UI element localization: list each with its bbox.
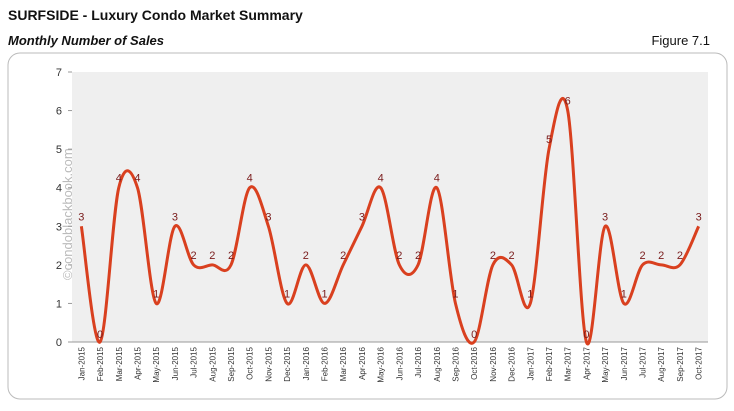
data-label: 4 <box>116 173 122 185</box>
x-tick-label: Jul-2017 <box>639 346 648 377</box>
x-tick-label: May-2015 <box>152 346 161 382</box>
data-label: 0 <box>471 329 477 341</box>
data-label: 2 <box>415 250 421 262</box>
x-tick-label: Mar-2016 <box>339 346 348 381</box>
plot-area <box>72 72 708 342</box>
x-tick-label: Oct-2016 <box>470 346 479 379</box>
data-label: 3 <box>602 211 608 223</box>
x-tick-label: Aug-2015 <box>208 346 217 381</box>
x-tick-label: May-2017 <box>601 346 610 382</box>
data-label: 2 <box>340 250 346 262</box>
x-tick-label: May-2016 <box>377 346 386 382</box>
x-tick-label: Feb-2017 <box>545 346 554 381</box>
data-label: 2 <box>303 250 309 262</box>
y-tick-label: 1 <box>56 298 62 310</box>
data-label: 1 <box>153 288 159 300</box>
x-tick-label: Sep-2016 <box>451 346 460 381</box>
y-tick-label: 2 <box>56 260 62 272</box>
data-label: 1 <box>321 288 327 300</box>
x-tick-label: Oct-2017 <box>695 346 704 379</box>
data-label: 3 <box>265 211 271 223</box>
data-label: 1 <box>621 288 627 300</box>
x-tick-label: Mar-2015 <box>115 346 124 381</box>
x-tick-label: Jun-2015 <box>171 346 180 380</box>
data-label: 3 <box>78 211 84 223</box>
x-tick-label: Jun-2016 <box>395 346 404 380</box>
data-label: 3 <box>172 211 178 223</box>
data-label: 4 <box>134 173 140 185</box>
data-label: 2 <box>639 250 645 262</box>
y-tick-label: 3 <box>56 221 62 233</box>
x-tick-label: Aug-2016 <box>433 346 442 381</box>
line-series <box>79 96 701 346</box>
x-tick-label: Sep-2017 <box>676 346 685 381</box>
y-tick-label: 0 <box>56 337 62 349</box>
y-tick-label: 4 <box>56 183 62 195</box>
x-tick-label: Apr-2015 <box>133 346 142 379</box>
x-tick-label: Jun-2017 <box>620 346 629 380</box>
x-tick-label: Jul-2016 <box>414 346 423 377</box>
chart-subtitle: Monthly Number of Sales <box>8 33 164 48</box>
x-tick-label: Feb-2016 <box>321 346 330 381</box>
x-tick-label: Feb-2015 <box>96 346 105 381</box>
y-tick-label: 5 <box>56 144 62 156</box>
data-label: 2 <box>677 250 683 262</box>
data-label: 2 <box>658 250 664 262</box>
data-label: 0 <box>97 329 103 341</box>
y-tick-label: 7 <box>56 67 62 79</box>
x-tick-label: Dec-2016 <box>508 346 517 381</box>
data-label: 2 <box>228 250 234 262</box>
x-tick-label: Jan-2015 <box>77 346 86 380</box>
figure-label: Figure 7.1 <box>651 33 710 48</box>
y-tick-label: 6 <box>56 106 62 118</box>
x-tick-label: Jan-2017 <box>526 346 535 380</box>
x-tick-label: Apr-2016 <box>358 346 367 379</box>
data-label: 3 <box>696 211 702 223</box>
data-label: 4 <box>378 173 384 185</box>
data-label: 6 <box>565 96 571 108</box>
data-label: 1 <box>284 288 290 300</box>
x-tick-label: Apr-2017 <box>582 346 591 379</box>
watermark: ©condoblackbook.com <box>60 148 75 280</box>
x-tick-label: Aug-2017 <box>657 346 666 381</box>
data-label: 2 <box>490 250 496 262</box>
data-label: 4 <box>247 173 253 185</box>
data-label: 5 <box>546 134 552 146</box>
data-label: 2 <box>396 250 402 262</box>
data-label: 2 <box>509 250 515 262</box>
x-tick-label: Sep-2015 <box>227 346 236 381</box>
chart-title: SURFSIDE - Luxury Condo Market Summary <box>8 7 303 23</box>
x-tick-label: Jan-2016 <box>302 346 311 380</box>
x-tick-label: Nov-2015 <box>264 346 273 381</box>
data-label: 2 <box>209 250 215 262</box>
data-label: 3 <box>359 211 365 223</box>
data-label: 2 <box>191 250 197 262</box>
x-tick-label: Oct-2015 <box>246 346 255 379</box>
data-label: 4 <box>434 173 440 185</box>
x-tick-label: Jul-2015 <box>190 346 199 377</box>
x-tick-label: Mar-2017 <box>564 346 573 381</box>
data-label: 1 <box>527 288 533 300</box>
x-tick-label: Dec-2015 <box>283 346 292 381</box>
data-label: 0 <box>583 329 589 341</box>
data-label: 1 <box>452 288 458 300</box>
x-tick-label: Nov-2016 <box>489 346 498 381</box>
